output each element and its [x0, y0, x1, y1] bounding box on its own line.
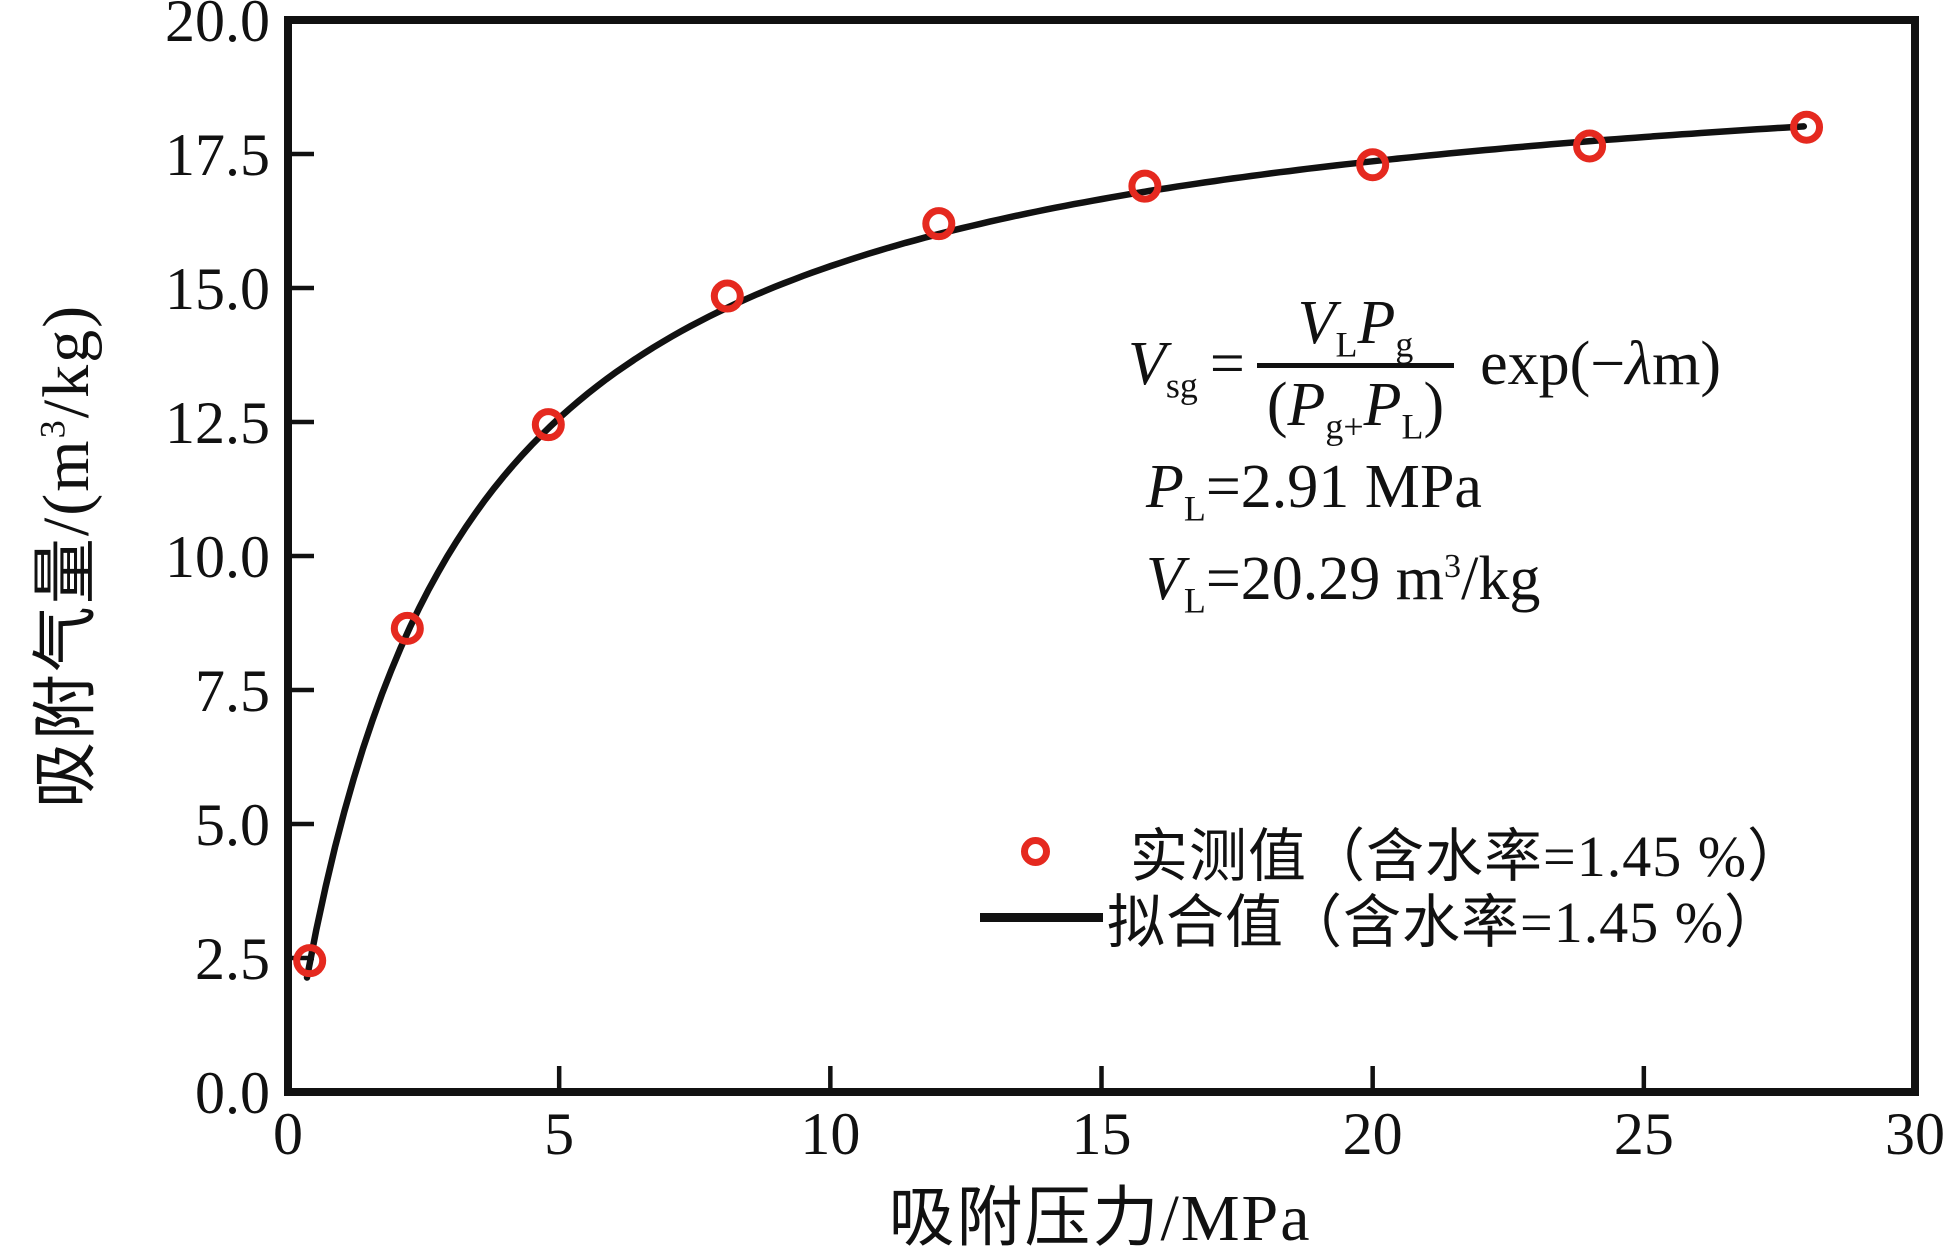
- param-vl-line: VL=20.29 m3/kg: [1146, 544, 1541, 619]
- equation-lhs: Vsg: [1128, 329, 1198, 404]
- x-axis-tick-label: 15: [1072, 1101, 1132, 1167]
- numerator-p: P: [1357, 289, 1396, 357]
- numerator-p-subscript: g: [1395, 324, 1414, 365]
- y-axis-title-superscript: 3: [32, 418, 73, 439]
- data-point: [1128, 169, 1162, 203]
- x-axis-tick-label: 20: [1343, 1101, 1403, 1167]
- equation-equals: =: [1209, 330, 1245, 399]
- y-axis-tick-label: 12.5: [165, 390, 270, 456]
- y-axis-tick-label: 5.0: [195, 792, 270, 858]
- y-axis-title-text: 吸附气量/(m: [30, 438, 103, 809]
- legend: 实测值（含水率=1.45 %） 拟合值（含水率=1.45 %）: [980, 818, 1806, 955]
- open-circle-marker-icon: [1021, 836, 1050, 866]
- exp-prefix: exp(−: [1480, 330, 1626, 399]
- y-axis-title: 吸附气量/(m3/kg): [12, 304, 108, 808]
- denominator-open-paren: (: [1266, 371, 1288, 440]
- plot-frame: [284, 16, 1919, 1096]
- data-point: [710, 279, 744, 313]
- data-point: [1790, 110, 1824, 144]
- numerator-v: V: [1297, 289, 1336, 357]
- pl-subscript: L: [1183, 488, 1206, 529]
- data-point: [922, 207, 956, 241]
- legend-label-fitted: 拟合值（含水率=1.45 %）: [1107, 890, 1784, 955]
- y-axis-tick-label: 17.5: [165, 122, 270, 188]
- fitted-curve: [303, 123, 1808, 981]
- x-axis-tick-label: 30: [1885, 1101, 1945, 1167]
- x-axis-tick-label: 10: [800, 1101, 860, 1167]
- param-pl-line: PL=2.91 MPa: [1146, 452, 1482, 527]
- equation-numerator: VLPg: [1284, 289, 1428, 365]
- exp-lambda: λ: [1625, 330, 1653, 399]
- legend-item-fitted: 拟合值（含水率=1.45 %）: [980, 884, 1806, 955]
- pl-var: P: [1146, 453, 1184, 521]
- x-axis-tick-label: 25: [1614, 1101, 1674, 1167]
- denominator-p1: P: [1287, 371, 1326, 440]
- equation-fraction: VLPg (Pg+PL): [1256, 289, 1455, 445]
- denominator-p1-subscript: g+: [1325, 406, 1364, 447]
- vl-unit: /kg: [1461, 545, 1541, 613]
- vl-value: =20.29 m: [1205, 545, 1445, 613]
- y-axis-tick-label: 15.0: [165, 256, 270, 322]
- line-marker-icon: [980, 912, 1103, 922]
- legend-marker-fitted: [980, 912, 1107, 922]
- fit-equation: Vsg = VLPg (Pg+PL) exp(−λm): [1128, 289, 1721, 445]
- vl-superscript: 3: [1444, 547, 1462, 585]
- exp-suffix: m): [1652, 330, 1721, 399]
- y-axis-tick-label: 2.5: [195, 926, 270, 992]
- y-axis-tick-label: 0.0: [195, 1060, 270, 1126]
- x-axis-tick-label: 0: [273, 1101, 303, 1167]
- equation-lhs-subscript: sg: [1165, 365, 1198, 406]
- data-point: [1356, 148, 1390, 182]
- equation-denominator: (Pg+PL): [1256, 363, 1455, 445]
- denominator-p2-subscript: L: [1401, 406, 1424, 447]
- legend-label-measured: 实测值（含水率=1.45 %）: [1130, 824, 1807, 889]
- data-point: [390, 611, 424, 645]
- equation-lhs-var: V: [1128, 330, 1166, 399]
- vl-var: V: [1146, 545, 1184, 613]
- y-axis-tick-label: 20.0: [165, 0, 270, 54]
- data-point: [293, 944, 327, 978]
- denominator-p2: P: [1363, 371, 1402, 440]
- legend-marker-measured: [980, 836, 1130, 866]
- numerator-v-subscript: L: [1335, 324, 1358, 365]
- x-axis-title: 吸附压力/MPa: [888, 1182, 1312, 1247]
- legend-item-measured: 实测值（含水率=1.45 %）: [980, 818, 1806, 889]
- pl-value: =2.91 MPa: [1205, 453, 1482, 521]
- data-point: [531, 408, 565, 442]
- x-axis-tick-label: 5: [544, 1101, 574, 1167]
- y-axis-tick-label: 10.0: [165, 524, 270, 590]
- y-axis-tick-label: 7.5: [195, 658, 270, 724]
- vl-subscript: L: [1183, 580, 1206, 621]
- equation-exp-term: exp(−λm): [1480, 329, 1721, 400]
- denominator-close-paren: ): [1423, 371, 1445, 440]
- data-point: [1573, 129, 1607, 163]
- y-axis-title-unit: /kg): [30, 303, 103, 419]
